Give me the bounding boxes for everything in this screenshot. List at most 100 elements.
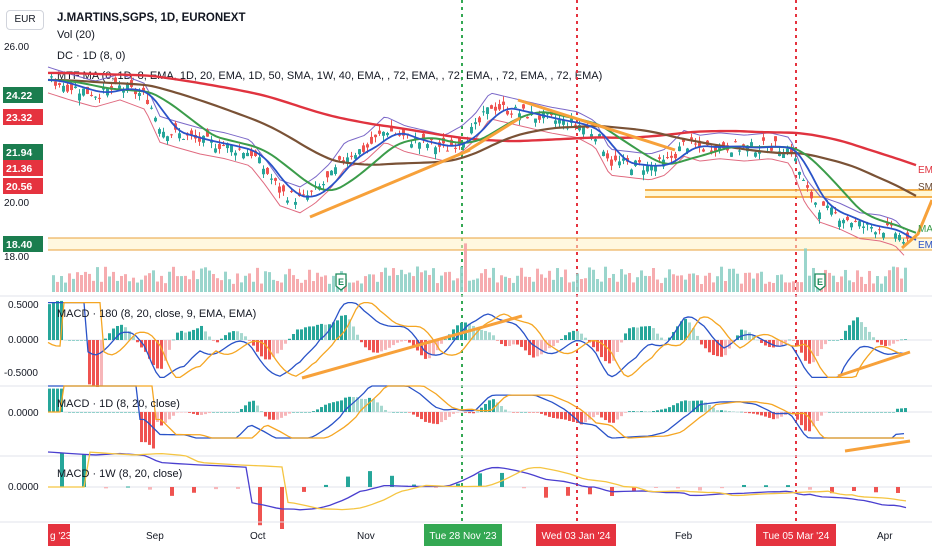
histogram-bar [104, 338, 107, 340]
volume-bar [292, 275, 295, 292]
pane-title-macd-1w[interactable]: MACD · 1W (8, 20, close) [57, 468, 182, 480]
histogram-bar [478, 473, 482, 487]
histogram-bar [860, 412, 863, 413]
trendline-projection[interactable] [901, 199, 932, 250]
candle-body [290, 191, 293, 193]
histogram-bar [704, 340, 707, 349]
histogram-bar [324, 484, 328, 487]
histogram-bar [468, 412, 471, 414]
histogram-bar [112, 328, 115, 340]
histogram-bar [384, 340, 387, 350]
candle-body [658, 157, 661, 159]
histogram-bar [516, 412, 519, 413]
histogram-bar [592, 412, 595, 418]
candle-body [90, 94, 93, 96]
volume-bar [356, 280, 359, 292]
volume-bar [576, 273, 579, 292]
histogram-bar [432, 340, 435, 356]
candle-body [790, 148, 793, 155]
volume-bar [384, 267, 387, 292]
histogram-bar [424, 340, 427, 359]
legend-vol[interactable]: Vol (20) [57, 29, 95, 41]
histogram-bar [380, 340, 383, 352]
histogram-bar [388, 412, 391, 413]
volume-bar [648, 276, 651, 292]
histogram-bar [492, 399, 495, 412]
histogram-bar [316, 324, 319, 340]
candle-body [522, 104, 525, 109]
histogram-bar [328, 324, 331, 340]
trendline-up[interactable] [309, 148, 471, 219]
price-label-26: 26.00 [4, 42, 29, 53]
histogram-bar [828, 340, 831, 341]
histogram-bar [704, 402, 707, 412]
histogram-bar [504, 409, 507, 412]
macd-trendline-3[interactable] [844, 439, 911, 453]
candle-body [830, 207, 833, 215]
earnings-icon[interactable]: E [814, 273, 826, 291]
histogram-bar [508, 411, 511, 413]
price-tag-label: 21.36 [6, 163, 32, 175]
histogram-bar [780, 412, 783, 417]
histogram-bar [596, 412, 599, 415]
histogram-bar [264, 340, 267, 360]
ma-label-ema-red: EMA [918, 165, 932, 176]
volume-bar [740, 283, 743, 292]
candle-body [650, 166, 653, 171]
histogram-bar [676, 326, 679, 340]
volume-bar [472, 279, 475, 292]
histogram-bar [280, 412, 283, 418]
histogram-bar [340, 400, 343, 412]
volume-bar [676, 275, 679, 292]
volume-bar [604, 266, 607, 292]
volume-bar [280, 282, 283, 292]
time-label-mar05: Tue 05 Mar '24 [763, 531, 830, 542]
ma-label-sma: SMA [918, 182, 932, 193]
macd-trendline-2[interactable] [837, 350, 911, 378]
candle-body [826, 205, 829, 209]
earnings-icon[interactable]: E [335, 273, 347, 291]
histogram-bar [140, 412, 143, 443]
histogram-bar [452, 412, 455, 414]
trendline-up-2[interactable] [464, 116, 521, 154]
pane-title-macd-180[interactable]: MACD · 180 (8, 20, close, 9, EMA, EMA) [57, 308, 256, 320]
time-label-apr: Apr [877, 531, 893, 542]
pane-title-macd-1d[interactable]: MACD · 1D (8, 20, close) [57, 398, 180, 410]
volume-bar [632, 282, 635, 292]
candle-body [450, 139, 453, 146]
histogram-bar [496, 340, 499, 341]
volume-bar [380, 272, 383, 292]
volume-bar [772, 282, 775, 292]
symbol-title[interactable]: J.MARTINS,SGPS, 1D, EURONEXT [57, 12, 246, 24]
candle-body [206, 129, 209, 137]
volume-bar [672, 274, 675, 292]
histogram-bar [840, 339, 843, 340]
histogram-bar [696, 335, 699, 340]
candle-body [810, 191, 813, 199]
histogram-bar [500, 340, 503, 345]
volume-bar [844, 269, 847, 292]
histogram-bar [60, 300, 63, 340]
volume-bar [228, 279, 231, 292]
histogram-bar [156, 412, 159, 422]
histogram-bar [564, 335, 567, 340]
candle-body [546, 113, 549, 115]
histogram-bar [100, 412, 103, 413]
volume-bar [396, 275, 399, 292]
volume-bar [624, 274, 627, 292]
histogram-bar [852, 487, 856, 492]
volume-bar [784, 282, 787, 292]
histogram-bar [872, 337, 875, 340]
histogram-bar [96, 412, 99, 413]
currency-button[interactable]: EUR [6, 10, 44, 30]
histogram-bar [116, 412, 119, 413]
legend-mtf-ma[interactable]: MTF MA (0, 1D, 8, EMA, 1D, 20, EMA, 1D, … [57, 70, 603, 82]
legend-dc[interactable]: DC · 1D (8, 0) [57, 50, 126, 62]
histogram-bar [412, 412, 415, 415]
candle-body [510, 113, 513, 115]
volume-bar [160, 275, 163, 292]
price-tags: 24.22 23.32 21.94 21.36 20.56 18.40 [3, 87, 43, 252]
macd-trendline-1[interactable] [301, 314, 523, 380]
trendline-down[interactable] [517, 98, 676, 152]
